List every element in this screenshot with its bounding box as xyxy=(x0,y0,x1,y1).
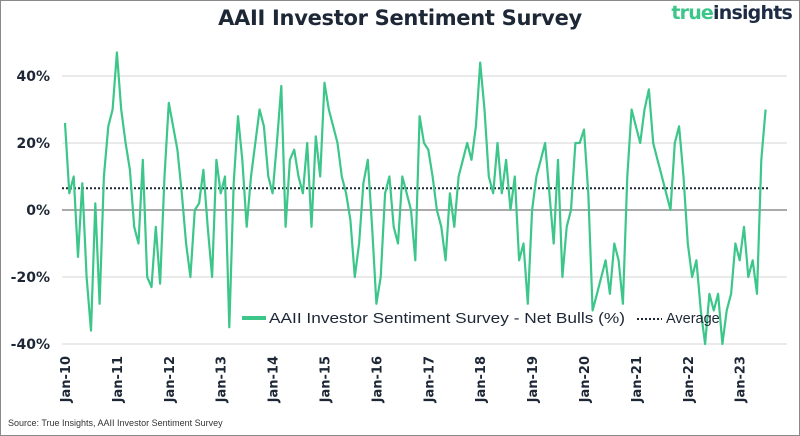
x-tick-label: Jan-20 xyxy=(578,356,593,403)
x-tick-label: Jan-14 xyxy=(267,356,282,403)
source-note: Source: True Insights, AAII Investor Sen… xyxy=(8,418,223,428)
y-tick-label: -20% xyxy=(11,270,50,286)
x-tick-label: Jan-22 xyxy=(682,356,697,403)
logo-part-true: true xyxy=(671,2,714,24)
logo-part-insights: insights xyxy=(713,2,793,24)
x-tick-label: Jan-19 xyxy=(526,356,541,403)
x-tick-label: Jan-15 xyxy=(319,356,334,403)
x-tick-label: Jan-17 xyxy=(422,356,437,403)
x-tick-label: Jan-12 xyxy=(163,356,178,403)
x-tick-label: Jan-10 xyxy=(59,356,74,403)
y-tick-label: -40% xyxy=(11,337,50,353)
true-insights-logo: trueinsights xyxy=(671,2,792,24)
x-tick-label: Jan-18 xyxy=(474,356,489,403)
x-tick-label: Jan-16 xyxy=(370,356,385,403)
chart-title: AAII Investor Sentiment Survey xyxy=(218,6,582,30)
x-tick-label: Jan-13 xyxy=(215,356,230,403)
net-bulls-series-line xyxy=(63,51,767,346)
legend-label-net-bulls: AAII Investor Sentiment Survey - Net Bul… xyxy=(269,311,625,327)
y-tick-label: 0% xyxy=(26,203,50,219)
y-tick-label: 40% xyxy=(16,69,50,85)
y-tick-label: 20% xyxy=(16,136,50,152)
x-tick-label: Jan-11 xyxy=(111,356,126,403)
legend-label-average: Average xyxy=(666,311,720,327)
x-tick-label: Jan-23 xyxy=(734,356,749,403)
x-tick-label: Jan-21 xyxy=(630,356,645,403)
